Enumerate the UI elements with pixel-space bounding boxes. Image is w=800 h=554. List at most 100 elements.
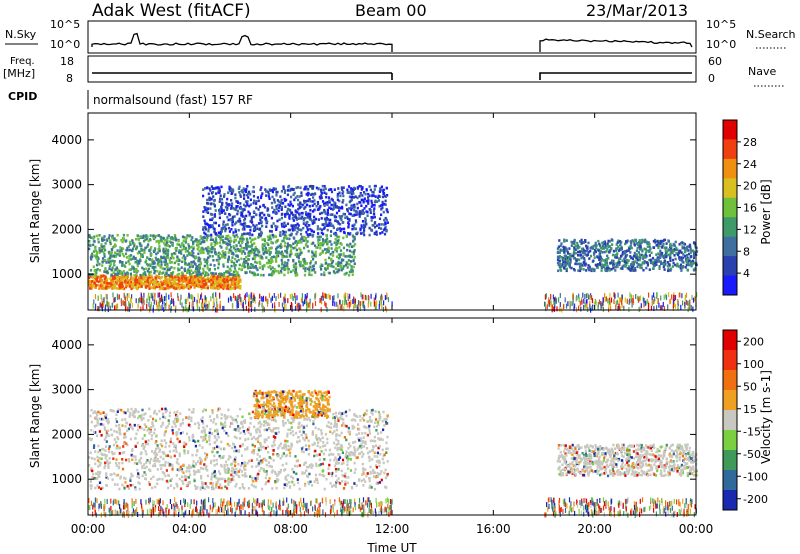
echo-cell xyxy=(243,197,246,200)
echo-cell xyxy=(181,276,184,280)
echo-cell xyxy=(286,245,289,249)
echo-cell xyxy=(198,280,201,283)
echo-cell xyxy=(238,468,242,471)
echo-cell xyxy=(202,228,205,231)
clutter-cell xyxy=(273,293,275,298)
clutter-cell xyxy=(296,295,298,301)
clutter-cell xyxy=(304,294,306,299)
echo-cell xyxy=(172,280,176,284)
echo-cell xyxy=(228,271,231,274)
echo-cell xyxy=(210,275,213,279)
echo-cell xyxy=(131,265,134,269)
echo-cell xyxy=(233,280,236,283)
echo-cell xyxy=(286,247,289,251)
echo-cell xyxy=(195,238,198,241)
clutter-cell xyxy=(617,292,619,298)
echo-cell xyxy=(315,205,318,208)
echo-cell xyxy=(180,283,183,286)
clutter-cell xyxy=(283,296,285,302)
clutter-cell xyxy=(164,296,166,301)
echo-cell xyxy=(328,221,331,225)
echo-cell xyxy=(205,261,209,265)
echo-cell xyxy=(650,261,653,265)
clutter-cell xyxy=(602,297,604,303)
echo-cell xyxy=(338,227,341,230)
echo-cell xyxy=(655,244,658,247)
echo-cell xyxy=(190,275,193,279)
clutter-cell xyxy=(222,306,224,311)
echo-cell xyxy=(679,266,682,269)
echo-cell xyxy=(324,187,327,191)
clutter-cell xyxy=(373,297,375,303)
echo-cell xyxy=(558,239,561,242)
echo-cell xyxy=(95,284,98,287)
echo-cell xyxy=(168,245,171,248)
echo-cell xyxy=(296,217,300,220)
echo-cell xyxy=(606,264,609,268)
echo-cell xyxy=(305,236,308,240)
echo-cell xyxy=(97,262,100,265)
echo-cell xyxy=(110,255,113,258)
clutter-cell xyxy=(572,298,574,304)
echo-cell xyxy=(558,259,561,263)
echo-cell xyxy=(160,238,163,242)
clutter-cell xyxy=(329,295,331,300)
echo-cell xyxy=(231,220,234,224)
echo-cell xyxy=(283,197,286,201)
clutter-cell xyxy=(608,303,610,309)
echo-cell xyxy=(630,242,633,245)
echo-cell xyxy=(377,199,381,202)
clutter-cell xyxy=(283,305,285,310)
echo-cell xyxy=(582,261,586,264)
clutter-cell xyxy=(148,301,150,307)
echo-cell xyxy=(344,263,348,267)
clutter-cell xyxy=(169,300,172,306)
echo-cell xyxy=(163,239,167,242)
echo-cell xyxy=(299,201,302,204)
echo-cell xyxy=(694,266,697,270)
echo-cell xyxy=(659,241,662,245)
echo-cell xyxy=(367,196,370,199)
echo-cell xyxy=(234,196,237,200)
echo-cell xyxy=(309,218,312,221)
echo-cell xyxy=(105,270,109,274)
echo-cell xyxy=(178,268,181,271)
echo-cell xyxy=(563,250,566,254)
clutter-cell xyxy=(662,301,664,307)
echo-cell xyxy=(346,215,349,219)
echo-cell xyxy=(119,260,122,263)
echo-cell xyxy=(214,209,217,212)
echo-cell xyxy=(350,268,353,271)
echo-cell xyxy=(597,239,600,243)
echo-cell xyxy=(88,243,91,247)
echo-cell xyxy=(339,223,342,226)
echo-cell xyxy=(155,252,158,256)
echo-cell xyxy=(160,280,163,284)
echo-cell xyxy=(286,189,290,192)
echo-cell xyxy=(254,245,257,249)
echo-cell xyxy=(321,184,324,188)
echo-cell xyxy=(324,240,327,244)
echo-cell xyxy=(251,243,254,247)
echo-cell xyxy=(113,282,116,286)
echo-cell xyxy=(323,273,326,277)
echo-cell xyxy=(639,245,642,248)
echo-cell xyxy=(632,260,635,264)
echo-cell xyxy=(144,260,147,264)
echo-cell xyxy=(204,279,207,282)
echo-cell xyxy=(218,272,221,276)
echo-cell xyxy=(187,287,190,290)
clutter-cell xyxy=(179,299,181,305)
echo-cell xyxy=(103,281,106,284)
echo-cell xyxy=(162,236,165,240)
echo-cell xyxy=(593,269,596,273)
echo-cell xyxy=(636,265,639,269)
echo-cell xyxy=(181,243,184,246)
echo-cell xyxy=(671,258,675,262)
clutter-cell xyxy=(125,301,127,307)
echo-cell xyxy=(259,273,262,277)
echo-cell xyxy=(330,264,333,268)
echo-cell xyxy=(564,264,567,267)
clutter-cell xyxy=(558,297,560,303)
